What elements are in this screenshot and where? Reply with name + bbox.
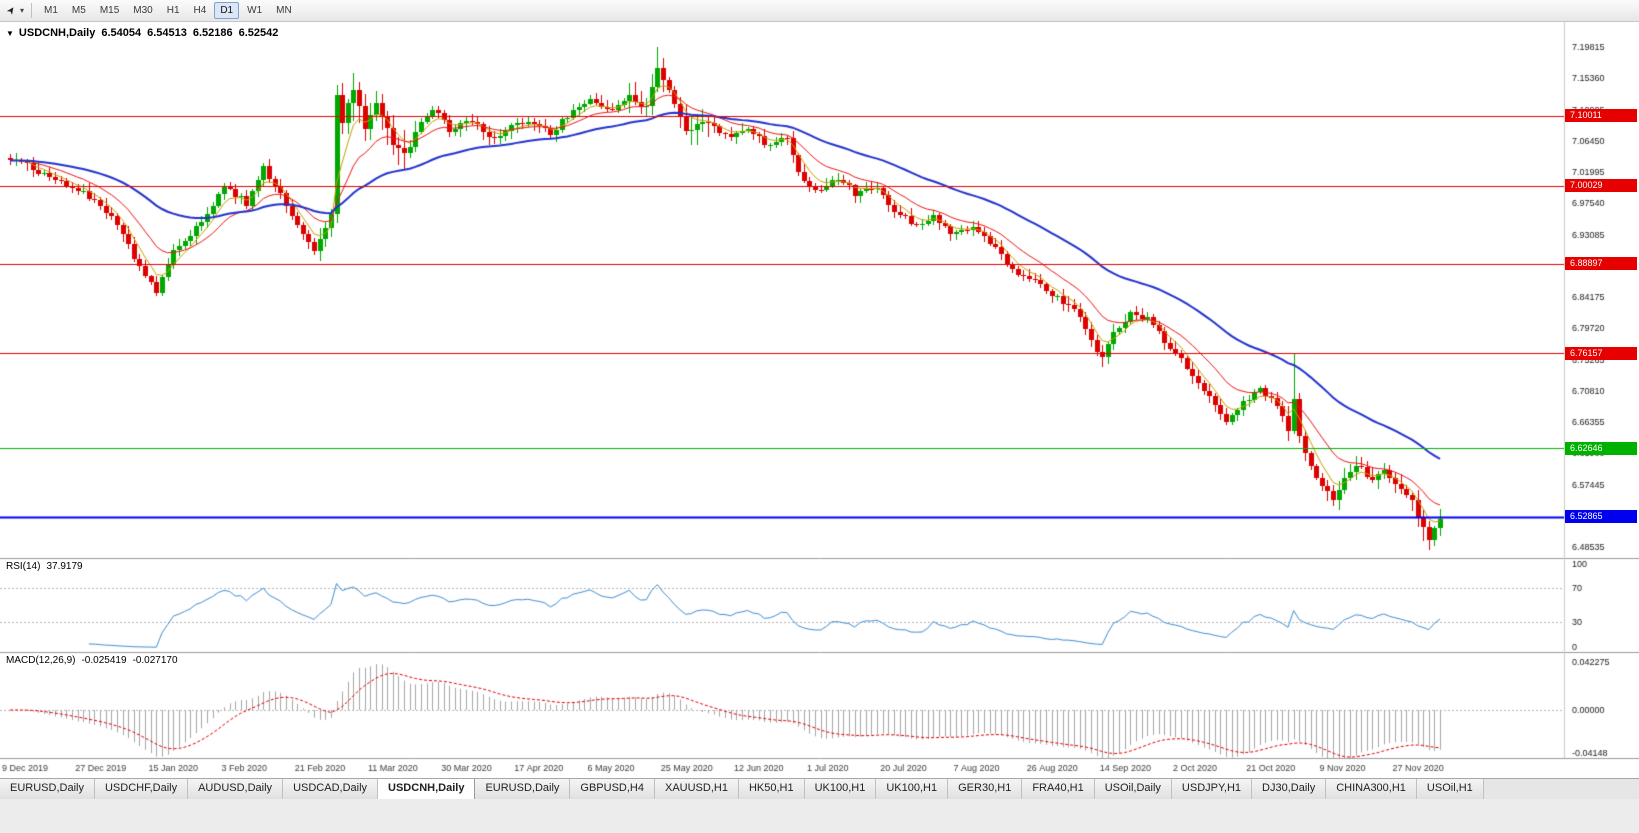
timeframe-m5[interactable]: M5 bbox=[66, 2, 92, 19]
timeframe-m30[interactable]: M30 bbox=[127, 2, 158, 19]
timeframe-h4[interactable]: H4 bbox=[188, 2, 213, 19]
tab-xauusd-h1[interactable]: XAUUSD,H1 bbox=[654, 779, 739, 799]
ohlc-close: 6.52542 bbox=[238, 27, 279, 39]
price-level-tag: 6.76157 bbox=[1565, 346, 1637, 360]
chart-tabs-bar: EURUSD,Daily USDCHF,Daily AUDUSD,Daily U… bbox=[0, 778, 1639, 799]
tab-ger30-h1[interactable]: GER30,H1 bbox=[948, 779, 1023, 799]
rsi-name: RSI(14) bbox=[6, 561, 41, 572]
cursor-tool-icon[interactable]: ➤ bbox=[4, 3, 19, 17]
tab-uk100-h1-2[interactable]: UK100,H1 bbox=[876, 779, 949, 799]
macd-indicator-label: MACD(12,26,9) -0.025419 -0.027170 bbox=[6, 655, 178, 666]
rsi-value: 37.9179 bbox=[46, 561, 83, 572]
tab-usoil-h1[interactable]: USOil,H1 bbox=[1416, 779, 1484, 799]
tab-usdcad-daily[interactable]: USDCAD,Daily bbox=[283, 779, 379, 799]
timeframe-m1[interactable]: M1 bbox=[38, 2, 64, 19]
tab-hk50-h1[interactable]: HK50,H1 bbox=[738, 779, 805, 799]
tab-usdcnh-daily[interactable]: USDCNH,Daily bbox=[378, 779, 476, 799]
macd-main-value: -0.025419 bbox=[81, 655, 127, 666]
tab-usdjpy-h1[interactable]: USDJPY,H1 bbox=[1171, 779, 1253, 799]
cursor-tool-dropdown-icon[interactable]: ▾ bbox=[20, 6, 25, 15]
timeframe-toolbar: ➤ ▾ M1 M5 M15 M30 H1 H4 D1 W1 MN bbox=[0, 0, 1639, 22]
toolbar-separator bbox=[31, 3, 33, 18]
timeframe-m15[interactable]: M15 bbox=[94, 2, 125, 19]
tab-usdchf-daily[interactable]: USDCHF,Daily bbox=[94, 779, 189, 799]
chart-window: ▼ USDCNH,Daily 6.54054 6.54513 6.52186 6… bbox=[0, 22, 1639, 778]
tab-gbpusd-h4[interactable]: GBPUSD,H4 bbox=[570, 779, 655, 799]
tab-dj30-daily[interactable]: DJ30,Daily bbox=[1252, 779, 1327, 799]
timeframe-d1[interactable]: D1 bbox=[214, 2, 240, 19]
tab-usoil-daily[interactable]: USOil,Daily bbox=[1094, 779, 1172, 799]
timeframe-mn[interactable]: MN bbox=[270, 2, 298, 19]
chart-symbol-period: USDCNH,Daily bbox=[18, 27, 96, 39]
price-level-tag: 7.00029 bbox=[1565, 179, 1637, 193]
chart-title: ▼ USDCNH,Daily 6.54054 6.54513 6.52186 6… bbox=[6, 27, 278, 39]
tab-eurusd-daily-1[interactable]: EURUSD,Daily bbox=[0, 779, 95, 799]
timeframe-h1[interactable]: H1 bbox=[161, 2, 186, 19]
ohlc-open: 6.54054 bbox=[101, 27, 142, 39]
chart-marker-icon: ▼ bbox=[6, 28, 14, 38]
rsi-indicator-label: RSI(14) 37.9179 bbox=[6, 561, 83, 572]
tab-audusd-daily[interactable]: AUDUSD,Daily bbox=[188, 779, 284, 799]
price-level-tag: 6.88897 bbox=[1565, 257, 1637, 271]
price-level-tag: 7.10011 bbox=[1565, 109, 1637, 123]
macd-name: MACD(12,26,9) bbox=[6, 655, 76, 666]
timeframe-w1[interactable]: W1 bbox=[241, 2, 268, 19]
price-level-tag: 6.52865 bbox=[1565, 510, 1637, 524]
tab-fra40-h1[interactable]: FRA40,H1 bbox=[1022, 779, 1095, 799]
price-level-tag: 6.62646 bbox=[1565, 441, 1637, 455]
macd-signal-value: -0.027170 bbox=[132, 655, 178, 666]
ohlc-low: 6.52186 bbox=[192, 27, 233, 39]
tab-china300-h1[interactable]: CHINA300,H1 bbox=[1326, 779, 1417, 799]
tab-uk100-h1-1[interactable]: UK100,H1 bbox=[804, 779, 877, 799]
ohlc-high: 6.54513 bbox=[147, 27, 187, 39]
tab-eurusd-daily-2[interactable]: EURUSD,Daily bbox=[475, 779, 571, 799]
price-chart-canvas[interactable] bbox=[0, 22, 1639, 778]
